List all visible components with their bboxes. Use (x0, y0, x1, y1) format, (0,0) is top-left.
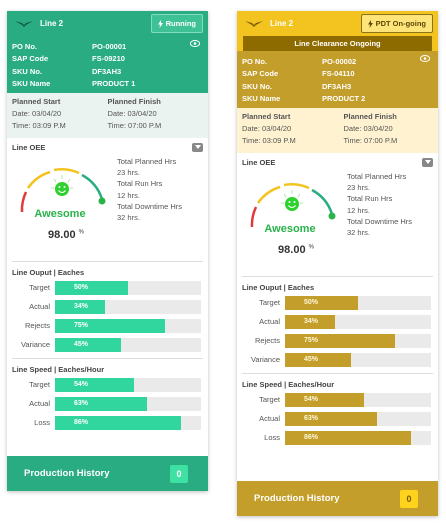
info-row: SKU Name PRODUCT 1 (12, 79, 136, 89)
info-row: PO No. PO-00002 (242, 56, 357, 66)
oee-title: Line OEE (12, 142, 46, 152)
oee-value: 98.00 % (278, 244, 314, 256)
output-title: Line Ouput | Eaches (12, 267, 85, 277)
production-history-label: Production History (254, 493, 340, 504)
divider (12, 261, 203, 262)
oee-value: 98.00 % (48, 229, 84, 241)
production-history-button[interactable]: Production History 0 (237, 481, 438, 516)
divider (12, 358, 203, 359)
info-row: SKU Name PRODUCT 2 (242, 94, 366, 104)
bar-fill: 86% (285, 430, 411, 445)
bar-fill: 34% (285, 314, 335, 329)
output-section: Line Ouput | Eaches Target 50% Actual 34% … (237, 281, 438, 369)
logo-wings-icon (15, 21, 33, 27)
smiley-icon (281, 190, 303, 211)
chevron-down-icon (194, 145, 201, 149)
planned-start: Planned Start Date: 03/04/20 Time: 03:09… (242, 112, 296, 145)
planned-start: Planned Start Date: 03/04/20 Time: 03:09… (12, 97, 66, 130)
history-count-badge: 0 (170, 464, 188, 483)
bar-fill: 34% (55, 299, 105, 314)
bar-fill: 63% (55, 396, 147, 411)
bar-row: Variance 45% (12, 335, 203, 354)
status-label: PDT On-going (375, 19, 426, 28)
smiley-icon (51, 175, 73, 196)
oee-gauge (20, 168, 106, 213)
eye-icon[interactable] (420, 55, 430, 62)
line-card-running: Line 2 Running PO No. PO-00001 SAP Code FS… (7, 11, 208, 491)
planned-finish: Planned Finish Date: 03/04/20 Time: 07:0… (107, 97, 162, 130)
info-row: PO No. PO-00001 (12, 41, 127, 51)
production-history-button[interactable]: Production History 0 (7, 456, 208, 491)
speed-title: Line Speed | Eaches/Hour (242, 379, 335, 389)
bar-row: Actual 63% (12, 394, 203, 413)
bolt-icon (367, 19, 373, 28)
card-header: Line 2 PDT On-going (237, 11, 438, 36)
oee-title: Line OEE (242, 157, 276, 167)
divider (242, 276, 433, 277)
info-row: SKU No. DF3AH3 (242, 81, 352, 91)
order-info: PO No. PO-00002 SAP Code FS-04110 SKU No. D… (237, 51, 438, 108)
bar-fill: 86% (55, 415, 181, 430)
info-row: SKU No. DF3AH3 (12, 66, 122, 76)
info-row: SAP Code FS-04110 (242, 69, 355, 79)
history-count-badge: 0 (400, 489, 418, 508)
bar-fill: 50% (285, 295, 358, 310)
oee-section: Line OEE (237, 156, 438, 272)
oee-stats: Total Planned Hrs 23 hrs. Total Run Hrs … (117, 157, 183, 223)
status-button[interactable]: PDT On-going (360, 14, 433, 33)
bar-row: Target 54% (12, 375, 203, 394)
status-button[interactable]: Running (150, 14, 203, 33)
bar-row: Actual 34% (242, 312, 433, 331)
bar-fill: 50% (55, 280, 128, 295)
speed-section: Line Speed | Eaches/Hour Target 54% Actua… (237, 378, 438, 447)
planned-finish: Planned Finish Date: 03/04/20 Time: 07:0… (343, 112, 398, 145)
line-name: Line 2 (270, 19, 294, 28)
bar-fill: 63% (285, 411, 377, 426)
oee-rating: Awesome (34, 208, 86, 220)
output-section: Line Ouput | Eaches Target 50% Actual 34% … (7, 266, 208, 354)
bar-fill: 45% (285, 352, 351, 367)
oee-rating: Awesome (264, 223, 316, 235)
clearance-banner: Line Clearance Ongoing (243, 36, 432, 51)
line-title: Line 2 (245, 19, 293, 28)
oee-section: Line OEE (7, 141, 208, 257)
card-header: Line 2 Running (7, 11, 208, 36)
bar-fill: 75% (285, 333, 395, 348)
line-name: Line 2 (40, 19, 64, 28)
bar-row: Rejects 75% (12, 316, 203, 335)
planned-schedule: Planned Start Date: 03/04/20 Time: 03:09… (7, 93, 208, 138)
bar-fill: 54% (285, 392, 364, 407)
bar-row: Target 50% (242, 293, 433, 312)
bar-fill: 75% (55, 318, 165, 333)
bar-row: Target 54% (242, 390, 433, 409)
bar-row: Loss 86% (242, 428, 433, 447)
order-info: PO No. PO-00001 SAP Code FS-09210 SKU No. D… (7, 36, 208, 93)
output-title: Line Ouput | Eaches (242, 282, 315, 292)
production-history-label: Production History (24, 468, 110, 479)
bar-row: Loss 86% (12, 413, 203, 432)
logo-wings-icon (245, 21, 263, 27)
bar-fill: 54% (55, 377, 134, 392)
bar-row: Actual 34% (12, 297, 203, 316)
eye-icon[interactable] (190, 40, 200, 47)
oee-stats: Total Planned Hrs 23 hrs. Total Run Hrs … (347, 172, 413, 238)
bolt-icon (157, 19, 163, 28)
line-card-pdt: Line 2 PDT On-going Line Clearance Ongoi… (237, 11, 438, 516)
status-label: Running (165, 19, 196, 28)
bar-row: Target 50% (12, 278, 203, 297)
collapse-button[interactable] (422, 157, 433, 167)
line-title: Line 2 (15, 19, 63, 28)
oee-gauge (250, 183, 336, 228)
speed-title: Line Speed | Eaches/Hour (12, 364, 105, 374)
bar-row: Variance 45% (242, 350, 433, 369)
bar-fill: 45% (55, 337, 121, 352)
divider (242, 373, 433, 374)
collapse-button[interactable] (192, 142, 203, 152)
bar-row: Rejects 75% (242, 331, 433, 350)
speed-section: Line Speed | Eaches/Hour Target 54% Actua… (7, 363, 208, 432)
info-row: SAP Code FS-09210 (12, 54, 125, 64)
bar-row: Actual 63% (242, 409, 433, 428)
planned-schedule: Planned Start Date: 03/04/20 Time: 03:09… (237, 108, 438, 153)
chevron-down-icon (424, 160, 431, 164)
